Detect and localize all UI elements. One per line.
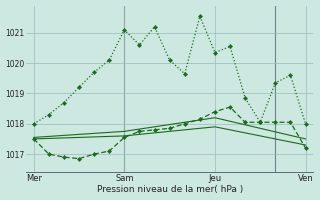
X-axis label: Pression niveau de la mer( hPa ): Pression niveau de la mer( hPa ) — [97, 185, 243, 194]
